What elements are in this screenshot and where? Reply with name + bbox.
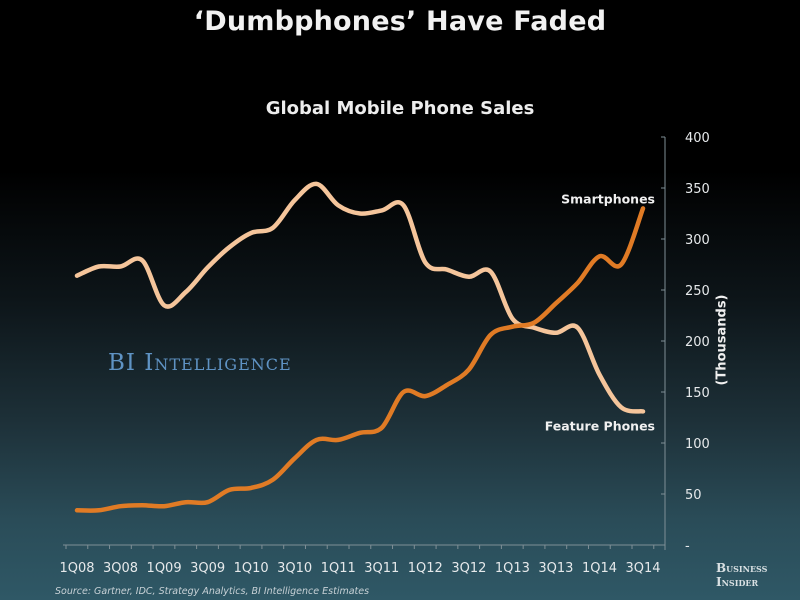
y-tick-label: 50 xyxy=(685,488,702,503)
y-tick-label: 150 xyxy=(685,386,710,401)
page-title: ‘Dumbphones’ Have Faded xyxy=(193,6,607,37)
x-tick-label: 3Q12 xyxy=(451,561,486,576)
y-tick-label: 300 xyxy=(685,233,710,248)
y-axis-label: (Thousands) xyxy=(714,294,730,386)
y-tick-label: 350 xyxy=(685,182,710,197)
x-tick-label: 1Q10 xyxy=(234,561,269,576)
x-tick-label: 3Q10 xyxy=(277,561,312,576)
smartphones-label: Smartphones xyxy=(561,191,655,206)
x-tick-label: 3Q14 xyxy=(625,561,660,576)
y-tick-label: 100 xyxy=(685,437,710,452)
feature-phones-line xyxy=(74,181,646,414)
y-tick-label: 250 xyxy=(685,284,710,299)
business-insider-logo: Business Insider xyxy=(716,561,767,589)
y-tick-label: 400 xyxy=(685,131,710,146)
smartphones-line xyxy=(74,206,646,513)
axes: - 50 100 150 200 250 300 350 400 1Q08 3Q08 1Q09 3Q09… xyxy=(59,131,709,576)
x-tick-label: 3Q09 xyxy=(190,561,225,576)
chart-title: Global Mobile Phone Sales xyxy=(265,98,535,119)
y-tick-label: 200 xyxy=(685,335,710,350)
x-tick-label: 3Q13 xyxy=(538,561,573,576)
brand-line-2: Insider xyxy=(716,575,759,589)
x-tick-label: 1Q12 xyxy=(408,561,443,576)
x-tick-label: 1Q14 xyxy=(582,561,617,576)
y-tick-label: - xyxy=(685,539,690,554)
x-tick-label: 3Q11 xyxy=(364,561,399,576)
x-tick-label: 3Q08 xyxy=(103,561,138,576)
x-tick-label: 1Q11 xyxy=(321,561,356,576)
x-tick-label: 1Q08 xyxy=(59,561,94,576)
feature-phones-label: Feature Phones xyxy=(545,418,655,433)
series-labels: Smartphones Feature Phones xyxy=(545,191,655,433)
x-tick-label: 1Q09 xyxy=(147,561,182,576)
brand-line-1: Business xyxy=(716,561,768,575)
x-tick-label: 1Q13 xyxy=(495,561,530,576)
series-lines xyxy=(74,181,646,513)
source-note: Source: Gartner, IDC, Strategy Analytics… xyxy=(55,586,370,597)
bi-intelligence-watermark: BI Intelligence xyxy=(108,350,292,376)
